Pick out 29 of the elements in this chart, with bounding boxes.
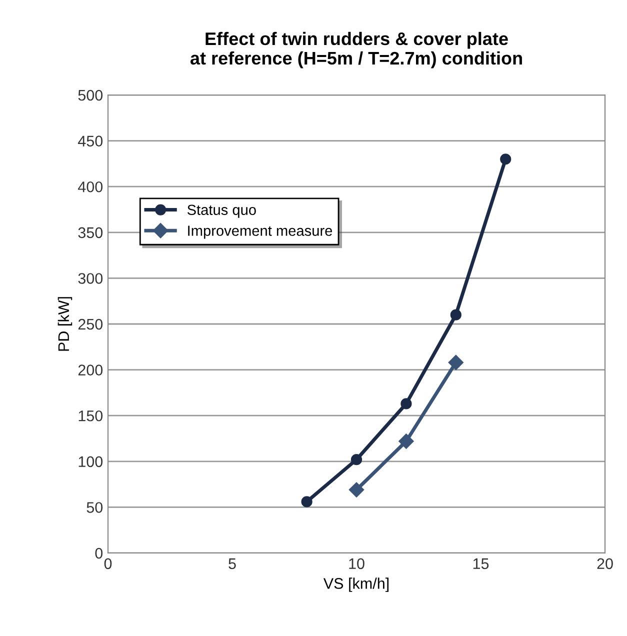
point: [301, 496, 312, 508]
legend-label: Status quo: [187, 204, 256, 218]
y-tick-label: 500: [78, 90, 103, 101]
y-tick-label: 150: [78, 410, 103, 422]
y-tick-label: 0: [95, 548, 103, 559]
y-tick-label: 300: [78, 273, 103, 284]
point: [450, 309, 462, 320]
point: [398, 434, 414, 449]
point: [448, 354, 464, 370]
y-tick-label: 350: [78, 227, 103, 238]
x-tick-label: 10: [349, 558, 364, 570]
x-tick-label: 15: [473, 558, 489, 570]
legend-label: Improvement measure: [188, 226, 332, 239]
y-tick-label: 250: [78, 318, 103, 330]
y-tick-label: 50: [86, 502, 103, 513]
x-axis-title: VS [km/h]: [323, 578, 389, 592]
y-tick-label: 200: [78, 364, 103, 376]
y-tick-label: 450: [78, 136, 103, 146]
chart-title: Effect of twin rudders & cover plate at reference (H=5m / T=2.7m) condition: [190, 32, 522, 68]
point: [350, 454, 362, 466]
point: [500, 154, 512, 165]
y-tick-label: 400: [78, 181, 103, 192]
x-tick-label: 0: [104, 558, 112, 570]
y-axis-title: PD [kW]: [58, 297, 72, 351]
y-tick-label: 100: [78, 456, 103, 468]
point: [400, 398, 412, 410]
x-tick-label: 20: [597, 558, 613, 570]
x-tick-label: 5: [228, 558, 236, 570]
point: [348, 482, 364, 498]
